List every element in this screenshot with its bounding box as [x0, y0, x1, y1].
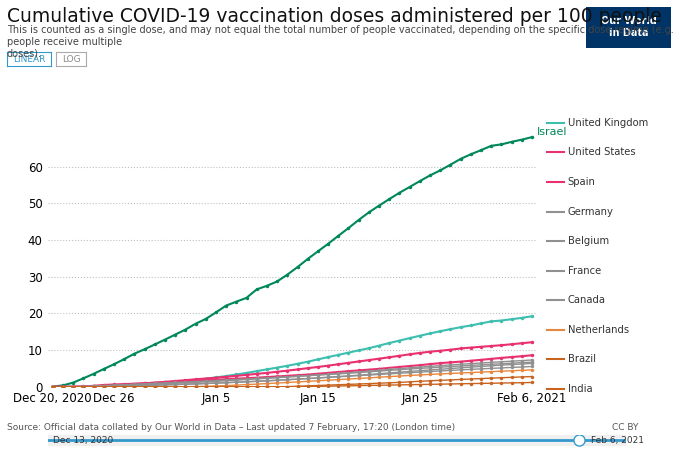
Text: Brazil: Brazil — [568, 354, 596, 364]
Text: Canada: Canada — [568, 295, 606, 305]
Text: This is counted as a single dose, and may not equal the total number of people v: This is counted as a single dose, and ma… — [7, 25, 674, 58]
Text: Source: Official data collated by Our World in Data – Last updated 7 February, 1: Source: Official data collated by Our Wo… — [7, 423, 455, 432]
Text: Israel: Israel — [537, 126, 568, 136]
Text: France: France — [568, 266, 601, 276]
Text: Cumulative COVID-19 vaccination doses administered per 100 people: Cumulative COVID-19 vaccination doses ad… — [7, 7, 662, 26]
Text: LOG: LOG — [62, 55, 80, 64]
Text: CC BY: CC BY — [612, 423, 639, 432]
Text: Germany: Germany — [568, 207, 613, 217]
Text: United States: United States — [568, 147, 635, 157]
Text: Netherlands: Netherlands — [568, 325, 629, 335]
Text: India: India — [568, 384, 592, 394]
Text: Dec 13, 2020: Dec 13, 2020 — [53, 436, 114, 445]
Text: United Kingdom: United Kingdom — [568, 118, 648, 128]
Text: LINEAR: LINEAR — [13, 55, 45, 64]
Text: Belgium: Belgium — [568, 236, 609, 246]
Text: Spain: Spain — [568, 177, 596, 187]
Text: Feb 6, 2021: Feb 6, 2021 — [591, 436, 644, 445]
Text: Our World
in Data: Our World in Data — [600, 16, 657, 38]
